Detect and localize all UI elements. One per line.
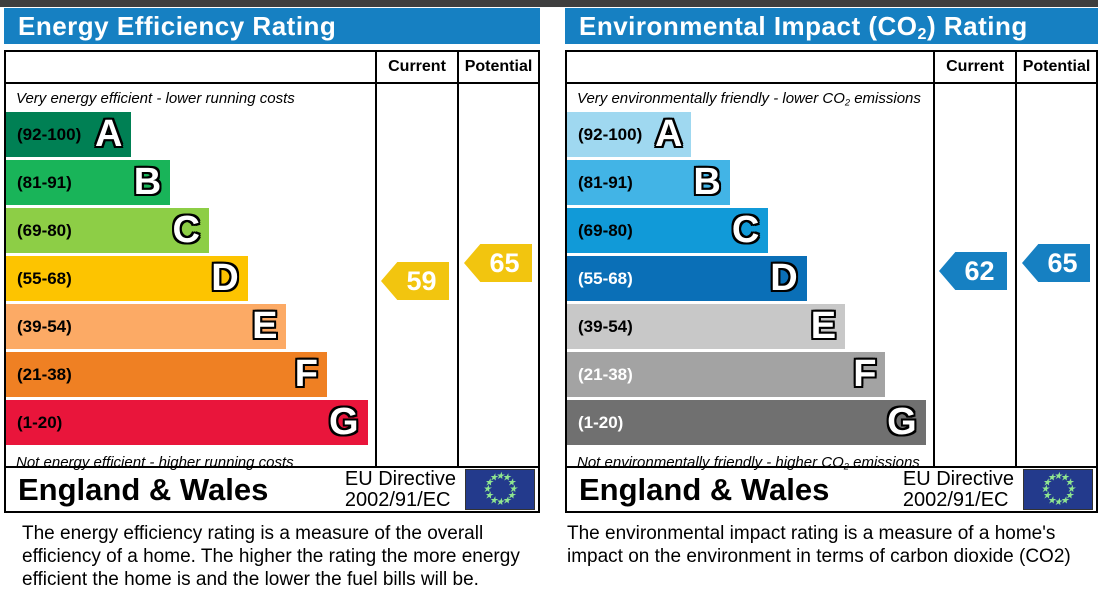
band-letter: G [887,401,917,444]
environmental-impact-title: Environmental Impact (CO2) Rating [565,8,1098,44]
region-label: England & Wales [18,471,269,507]
potential-column-header: Potential [464,58,533,75]
band-a: (92-100) A [6,112,132,157]
potential-column-header: Potential [1022,58,1091,75]
top-caption: Very energy efficient - lower running co… [16,90,295,107]
eu-directive-label: EU Directive 2002/91/EC [902,467,1014,511]
band-e: (39-54) E [567,304,846,350]
potential-rating-value: 65 [1047,247,1078,278]
energy-rating-description: The energy efficiency rating is a measur… [22,523,520,591]
bottom-caption: Not environmentally friendly - higher CO… [577,454,920,472]
band-g: (1-20) G [6,400,368,445]
band-g: (1-20) G [567,400,926,446]
co2-rating-description: The environmental impact rating is a mea… [567,523,1071,568]
footer: England & Wales EU Directive 2002/91/EC … [4,466,540,513]
co2-rating-table: Current Potential Very environmentally f… [565,50,1098,472]
band-c: (69-80) C [6,208,209,253]
current-column-header: Current [946,58,1004,75]
band-letter: E [810,305,837,348]
current-column-header: Current [388,58,446,75]
energy-rating-table: Current Potential Very energy efficient … [4,50,540,471]
band-range-label: (81-91) [578,172,633,192]
band-d: (55-68) D [567,256,807,302]
potential-rating-arrow: 65 [1022,244,1090,282]
band-letter: D [770,257,798,300]
band-range-label: (1-20) [17,412,63,432]
band-range-label: (92-100) [17,124,82,144]
band-letter: B [133,161,162,203]
band-letter: C [172,209,200,251]
band-range-label: (39-54) [578,316,633,336]
band-letter: G [329,401,359,443]
band-letter: A [654,113,683,156]
band-letter: F [294,353,319,395]
eu-flag-icon: ★ ★ ★ ★ ★ ★ ★ ★ ★ ★ ★ ★ [465,469,535,510]
energy-efficiency-panel: Energy Efficiency Rating Current Potenti… [4,8,540,592]
band-f: (21-38) F [567,352,886,398]
band-e: (39-54) E [6,304,287,349]
band-range-label: (81-91) [17,172,72,192]
potential-rating-value: 65 [489,247,520,278]
band-a: (92-100) A [567,112,692,158]
band-range-label: (92-100) [578,124,643,144]
band-letter: C [731,209,760,252]
potential-rating-arrow: 65 [464,244,532,282]
band-range-label: (39-54) [17,316,72,336]
band-b: (81-91) B [6,160,171,205]
current-rating-value: 59 [406,265,437,296]
band-letter: D [211,257,239,299]
header-row-divider [6,82,538,84]
band-range-label: (69-80) [578,220,633,240]
header-row-divider [567,82,1096,84]
band-letter: B [693,161,721,204]
band-letter: E [252,305,278,347]
band-range-label: (55-68) [578,268,633,288]
eu-flag-icon: ★ ★ ★ ★ ★ ★ ★ ★ ★ ★ ★ ★ [1023,469,1093,510]
band-range-label: (69-80) [17,220,72,240]
band-f: (21-38) F [6,352,328,397]
bottom-caption: Not energy efficient - higher running co… [16,454,294,471]
top-caption: Very environmentally friendly - lower CO… [577,90,921,108]
current-rating-arrow: 59 [381,262,449,300]
band-letter: A [95,113,123,155]
band-d: (55-68) D [6,256,248,301]
co2-band-area: Very environmentally friendly - lower CO… [567,84,933,472]
environmental-impact-panel: Environmental Impact (CO2) Rating Curren… [565,8,1098,568]
eu-directive-label: EU Directive 2002/91/EC [344,467,456,511]
potential-column-divider [1015,52,1017,466]
current-column-divider [933,52,935,466]
band-range-label: (1-20) [578,412,624,432]
potential-column-divider [457,52,459,466]
top-border-strip [0,0,1098,7]
current-rating-value: 62 [964,255,995,286]
current-column-divider [375,52,377,466]
band-range-label: (55-68) [17,268,72,288]
current-rating-arrow: 62 [939,252,1007,290]
band-letter: F [853,353,877,396]
energy-band-area: Very energy efficient - lower running co… [6,84,375,471]
region-label: England & Wales [579,471,830,507]
energy-efficiency-title: Energy Efficiency Rating [4,8,540,44]
band-range-label: (21-38) [17,364,72,384]
band-range-label: (21-38) [578,364,633,384]
band-b: (81-91) B [567,160,730,206]
band-c: (69-80) C [567,208,769,254]
